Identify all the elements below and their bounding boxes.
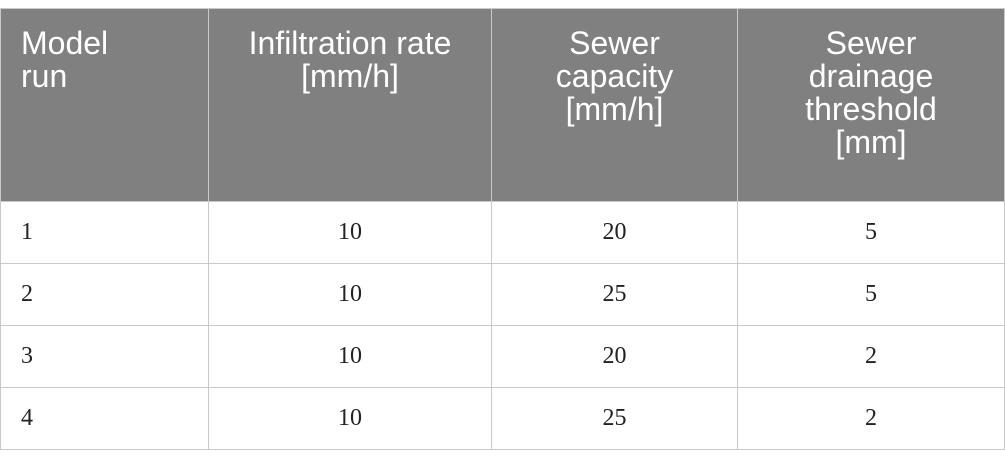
header-cell: Sewer capacity [mm/h]: [491, 8, 738, 202]
table-cell: 2: [0, 263, 209, 326]
table-row: 1 10 20 5: [0, 201, 1005, 264]
table-cell: 25: [491, 387, 738, 450]
table-cell: 4: [0, 387, 209, 450]
table-row: 4 10 25 2: [0, 387, 1005, 450]
table-cell: 20: [491, 201, 738, 264]
header-text: Infiltration rate [mm/h]: [248, 25, 452, 94]
table-cell: 25: [491, 263, 738, 326]
table-cell: 2: [737, 325, 1005, 388]
table-cell: 20: [491, 325, 738, 388]
header-cell: Sewer drainage threshold [mm]: [737, 8, 1005, 202]
table-header: Model run Infiltration rate [mm/h] Sewer c…: [0, 8, 1005, 202]
header-text: Model run: [21, 25, 109, 94]
table-row: 2 10 25 5: [0, 263, 1005, 326]
data-table: Model run Infiltration rate [mm/h] Sewer c…: [0, 8, 1005, 450]
table-cell: 5: [737, 263, 1005, 326]
header-cell: Model run: [0, 8, 209, 202]
header-text: Sewer drainage threshold [mm]: [805, 25, 937, 160]
table-cell: 2: [737, 387, 1005, 450]
table-cell: 10: [208, 201, 492, 264]
table-cell: 10: [208, 263, 492, 326]
header-row: Model run Infiltration rate [mm/h] Sewer c…: [0, 8, 1005, 202]
table-cell: 10: [208, 325, 492, 388]
table-cell: 10: [208, 387, 492, 450]
table-cell: 5: [737, 201, 1005, 264]
table-body: 1 10 20 5 2 10 25 5 3 10 20 2 4 10 25 2: [0, 201, 1005, 450]
header-cell: Infiltration rate [mm/h]: [208, 8, 492, 202]
header-text: Sewer capacity [mm/h]: [555, 25, 674, 127]
table-cell: 1: [0, 201, 209, 264]
table-row: 3 10 20 2: [0, 325, 1005, 388]
table-container: Model run Infiltration rate [mm/h] Sewer c…: [0, 8, 1005, 450]
table-cell: 3: [0, 325, 209, 388]
